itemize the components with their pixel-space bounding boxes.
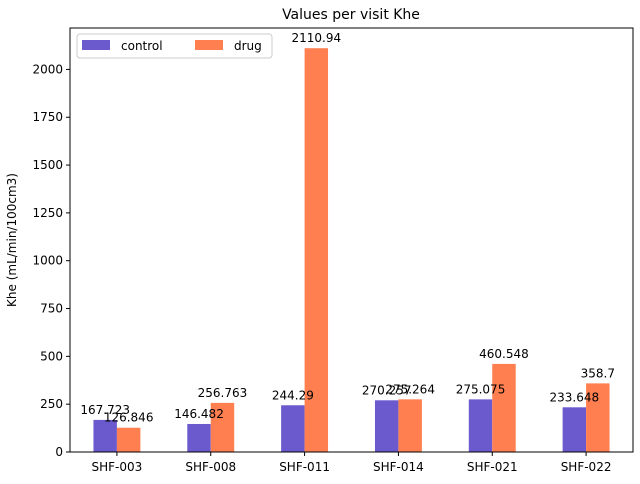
bar-value-label: 256.763 [198, 386, 248, 400]
bar-series [93, 48, 610, 453]
x-tick-label: SHF-022 [561, 460, 612, 474]
legend-swatch-drug [195, 40, 223, 50]
bar-value-label: 233.648 [550, 390, 600, 404]
x-tick-label: SHF-008 [185, 460, 236, 474]
bar-control-SHF-021 [468, 399, 493, 452]
y-tick-label: 0 [55, 445, 63, 459]
y-tick-label: 1000 [32, 254, 63, 268]
axes-frame [69, 27, 634, 453]
bar-value-label: 244.29 [272, 388, 314, 402]
y-axis: 0 250 500 750 1000 1250 1500 1750 2000 [32, 62, 70, 459]
bar-value-label: 2110.94 [292, 31, 342, 45]
legend-swatch-control [82, 40, 110, 50]
bar-value-label: 146.482 [174, 407, 224, 421]
y-axis-label: Khe (mL/min/100cm3) [5, 173, 19, 307]
y-tick-label: 1750 [32, 110, 63, 124]
bar-drug-SHF-011 [304, 48, 329, 453]
y-tick-label: 1500 [32, 158, 63, 172]
x-tick-label: SHF-014 [373, 460, 424, 474]
bar-control-SHF-022 [562, 407, 587, 452]
legend-box [76, 33, 273, 59]
y-tick-label: 500 [40, 349, 63, 363]
bar-value-label: 126.846 [104, 411, 154, 425]
legend: control drug [76, 33, 273, 59]
bar-control-SHF-011 [281, 405, 305, 452]
bar-drug-SHF-021 [492, 363, 516, 452]
bar-drug-SHF-022 [586, 383, 610, 452]
legend-label-control: control [121, 39, 163, 53]
bar-value-label: 460.548 [479, 347, 529, 361]
bar-control-SHF-003 [93, 419, 117, 452]
bar-value-label: 275.075 [456, 382, 506, 396]
x-tick-label: SHF-011 [279, 460, 330, 474]
x-axis: SHF-003 SHF-008 SHF-011 SHF-014 SHF-021 SHF-0… [92, 452, 612, 474]
bar-drug-SHF-014 [398, 399, 422, 452]
chart-title: Values per visit Khe [282, 7, 420, 23]
bar-value-label: 358.7 [581, 366, 615, 380]
bar-value-label: 167.723 [80, 403, 130, 417]
legend-label-drug: drug [234, 39, 262, 53]
bar-drug-SHF-003 [116, 427, 141, 452]
y-tick-label: 750 [40, 302, 63, 316]
bar-value-label: 275.264 [385, 382, 435, 396]
y-tick-label: 250 [40, 397, 63, 411]
x-tick-label: SHF-003 [92, 460, 143, 474]
bar-control-SHF-014 [374, 400, 399, 452]
y-tick-label: 2000 [32, 62, 63, 76]
x-tick-label: SHF-021 [467, 460, 518, 474]
bar-control-SHF-008 [187, 423, 211, 452]
bar-value-label: 270.257 [362, 383, 412, 397]
bar-drug-SHF-008 [210, 402, 235, 452]
y-tick-label: 1250 [32, 206, 63, 220]
